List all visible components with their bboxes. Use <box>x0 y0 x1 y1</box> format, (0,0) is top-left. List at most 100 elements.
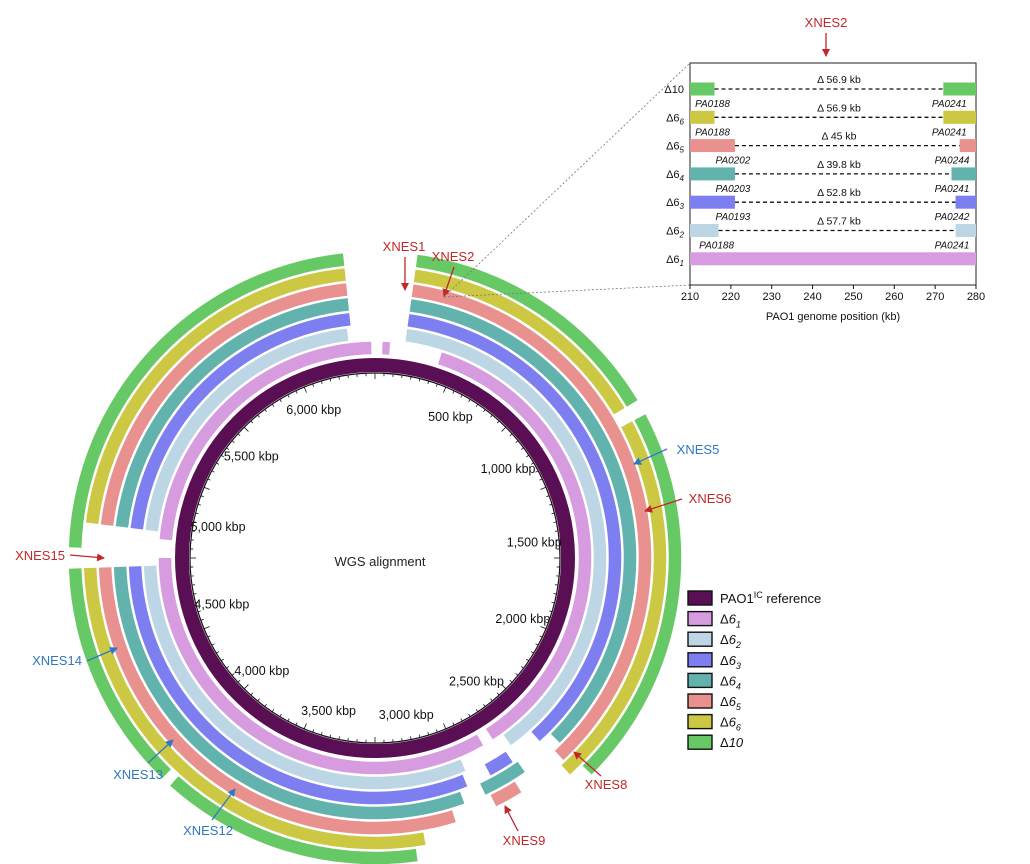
scale-tick <box>257 698 260 702</box>
inset-left-gene: PA0188 <box>695 99 730 110</box>
kbp-label: 4,500 kbp <box>194 597 249 611</box>
scale-tick <box>443 386 447 393</box>
scale-tick <box>539 635 543 638</box>
zoom-guide-line-bottom <box>443 284 691 298</box>
xnes13-arrow <box>147 739 174 764</box>
scale-tick <box>295 390 298 394</box>
inset-left-gene: PA0193 <box>716 212 751 223</box>
ring-segment-d6-4 <box>480 761 525 795</box>
inset-rows: Δ10 Δ 56.9 kb PA0188 PA0241 Δ66 Δ 56.9 kb PA01… <box>664 74 976 268</box>
scale-tick <box>551 601 555 604</box>
scale-tick <box>549 503 553 506</box>
scale-tick <box>490 698 493 702</box>
legend-swatch <box>687 713 713 730</box>
scale-tick <box>237 679 241 683</box>
xnes5-callout: XNES5 <box>633 442 719 465</box>
scale-tick <box>195 601 199 604</box>
scale-tick <box>250 692 254 696</box>
inset-right-gene: PA0241 <box>935 241 970 252</box>
scale-tick <box>211 470 215 473</box>
xnes2-label: XNES2 <box>432 249 475 264</box>
scale-tick <box>490 414 493 418</box>
scale-tick <box>312 383 315 387</box>
kbp-label: 5,500 kbp <box>224 449 279 463</box>
scale-tick <box>320 732 323 736</box>
scale-tick <box>501 684 507 690</box>
scale-tick <box>287 718 290 722</box>
scale-tick <box>250 420 254 424</box>
xnes6-callout: XNES6 <box>644 491 731 513</box>
inset-full-bar <box>690 252 976 266</box>
scale-tick <box>535 470 539 473</box>
scale-tick <box>195 512 199 515</box>
xnes8-arrow <box>573 751 602 777</box>
inset-right-gene: PA0244 <box>935 156 970 167</box>
ring-segment-d10 <box>415 254 638 407</box>
kbp-label-group: 500 kbp 1,000 kbp 1,500 kbp 2,000 kbp 2,500 … <box>191 403 562 722</box>
xnes8-label: XNES8 <box>585 777 628 792</box>
kbp-label: 5,000 kbp <box>191 520 246 534</box>
inset-row-label: Δ61 <box>666 254 684 268</box>
ring-segment-d10 <box>582 414 682 775</box>
scale-tick <box>540 626 547 630</box>
inset-left-flank <box>690 82 715 96</box>
scale-tick <box>207 635 211 638</box>
xnes15-label: XNES15 <box>15 548 65 563</box>
scale-tick <box>427 380 430 384</box>
inset-left-gene: PA0188 <box>695 127 730 138</box>
scale-tick <box>452 390 455 394</box>
scale-tick <box>452 722 455 726</box>
xnes1-callout: XNES1 <box>383 239 425 291</box>
kbp-label: 2,500 kbp <box>449 675 504 689</box>
scale-tick <box>515 440 519 443</box>
scale-tick <box>193 521 197 523</box>
xnes5-arrow <box>633 448 668 465</box>
scale-tick <box>475 403 479 407</box>
scale-tick <box>312 729 315 733</box>
scale-tick <box>483 703 486 707</box>
scale-tick <box>483 409 486 413</box>
scale-tick <box>410 376 412 380</box>
scale-tick <box>197 610 201 613</box>
xnes8-callout: XNES8 <box>573 751 628 792</box>
inset-right-flank <box>955 224 976 237</box>
kbp-label: 1,500 kbp <box>507 535 562 549</box>
scale-tick <box>279 399 282 403</box>
xnes13-callout: XNES13 <box>113 739 174 782</box>
scale-tick <box>435 729 438 733</box>
scale-tick <box>468 713 471 717</box>
xnes6-arrow <box>644 498 683 513</box>
ring-segment-d6-3 <box>130 313 351 530</box>
scale-tick <box>553 521 557 523</box>
scale-tick <box>203 626 210 630</box>
inset-row-label: Δ66 <box>666 112 684 126</box>
scale-tick <box>501 426 507 432</box>
scale-tick <box>271 709 275 713</box>
ring-segment-d6-4 <box>115 298 349 528</box>
legend-label: Δ10 <box>720 735 744 750</box>
ring-segment-d10 <box>68 253 345 548</box>
inset-axis-tick-label: 280 <box>967 291 985 303</box>
scale-tick <box>193 593 197 595</box>
scale-tick <box>526 454 530 458</box>
scale-tick <box>216 651 220 654</box>
inset-deletion-size: Δ 45 kb <box>821 131 856 143</box>
inset-right-gene: PA0241 <box>932 99 967 110</box>
inset-axis-tick-label: 260 <box>885 291 903 303</box>
scale-tick <box>551 512 555 515</box>
scale-tick <box>303 723 307 730</box>
scale-tick <box>287 394 290 398</box>
ring-segment-d6-2 <box>405 329 607 746</box>
scale-tick <box>410 736 412 740</box>
xnes15-arrow <box>69 553 105 562</box>
kbp-label: 4,000 kbp <box>234 664 289 678</box>
legend-label: Δ65 <box>720 694 742 712</box>
legend-swatch <box>687 610 713 627</box>
legend-swatch <box>687 631 713 647</box>
scale-tick <box>539 478 543 481</box>
scale-tick <box>226 447 230 450</box>
inset-row-label: Δ62 <box>666 226 684 240</box>
inset-right-flank <box>943 82 976 96</box>
scale-tick <box>549 610 553 613</box>
